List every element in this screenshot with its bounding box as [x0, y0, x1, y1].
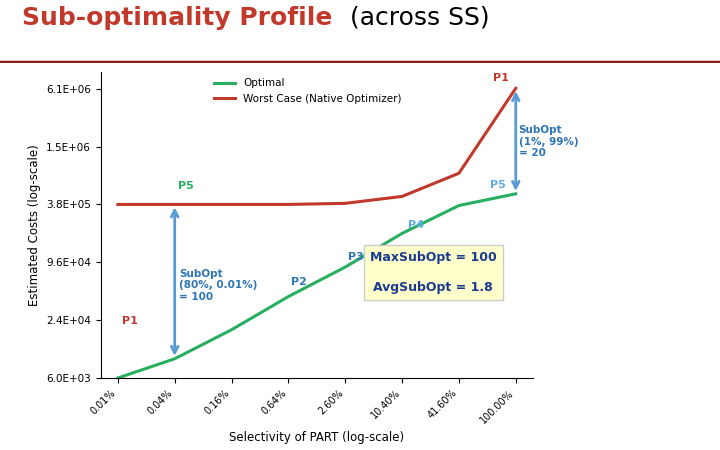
- Text: P2: P2: [291, 277, 307, 287]
- Text: SubOpt
(1%, 99%)
= 20: SubOpt (1%, 99%) = 20: [518, 125, 578, 158]
- Text: P5: P5: [490, 180, 506, 190]
- Y-axis label: Estimated Costs (log-scale): Estimated Costs (log-scale): [27, 144, 40, 306]
- Text: P5: P5: [178, 181, 193, 191]
- Worst Case (Native Optimizer): [511, 86, 520, 91]
- Text: P1: P1: [493, 73, 509, 83]
- Line: Optimal: Optimal: [118, 194, 516, 378]
- Legend: Optimal, Worst Case (Native Optimizer): Optimal, Worst Case (Native Optimizer): [210, 74, 405, 108]
- Optimal: [228, 327, 236, 333]
- Optimal: [341, 265, 349, 270]
- Text: Dec 2014: Dec 2014: [14, 432, 73, 443]
- Text: P4: P4: [408, 220, 424, 230]
- Optimal: [284, 294, 293, 299]
- Text: CMG Keynote: CMG Keynote: [318, 432, 402, 443]
- Text: 20: 20: [690, 432, 706, 443]
- Worst Case (Native Optimizer): [454, 171, 463, 176]
- Worst Case (Native Optimizer): [397, 194, 406, 199]
- Optimal: [511, 191, 520, 197]
- Line: Worst Case (Native Optimizer): Worst Case (Native Optimizer): [118, 88, 516, 204]
- Worst Case (Native Optimizer): [228, 202, 236, 207]
- Optimal: [454, 203, 463, 208]
- Worst Case (Native Optimizer): [284, 202, 293, 207]
- Text: P3: P3: [348, 252, 364, 262]
- Worst Case (Native Optimizer): [171, 202, 179, 207]
- Optimal: [397, 231, 406, 236]
- Text: SubOpt
(80%, 0.01%)
= 100: SubOpt (80%, 0.01%) = 100: [179, 269, 258, 302]
- Worst Case (Native Optimizer): [341, 201, 349, 206]
- Text: Sub-optimality Profile: Sub-optimality Profile: [22, 6, 332, 30]
- Optimal: [114, 375, 122, 381]
- X-axis label: Selectivity of PART (log-scale): Selectivity of PART (log-scale): [229, 431, 405, 444]
- Text: MaxSubOpt = 100

AvgSubOpt = 1.8: MaxSubOpt = 100 AvgSubOpt = 1.8: [370, 251, 497, 294]
- Text: P1: P1: [122, 315, 138, 326]
- Optimal: [171, 356, 179, 361]
- Worst Case (Native Optimizer): [114, 202, 122, 207]
- Text: (across SS): (across SS): [342, 6, 490, 30]
